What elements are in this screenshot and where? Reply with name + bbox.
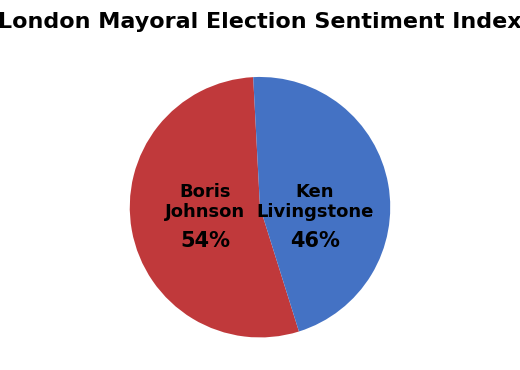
Text: Ken
Livingstone: Ken Livingstone [256,182,373,221]
Wedge shape [130,77,299,337]
Text: 46%: 46% [290,231,340,251]
Wedge shape [253,77,390,332]
Text: 54%: 54% [180,231,230,251]
Text: Boris
Johnson: Boris Johnson [165,182,245,221]
Title: London Mayoral Election Sentiment Index: London Mayoral Election Sentiment Index [0,12,520,32]
